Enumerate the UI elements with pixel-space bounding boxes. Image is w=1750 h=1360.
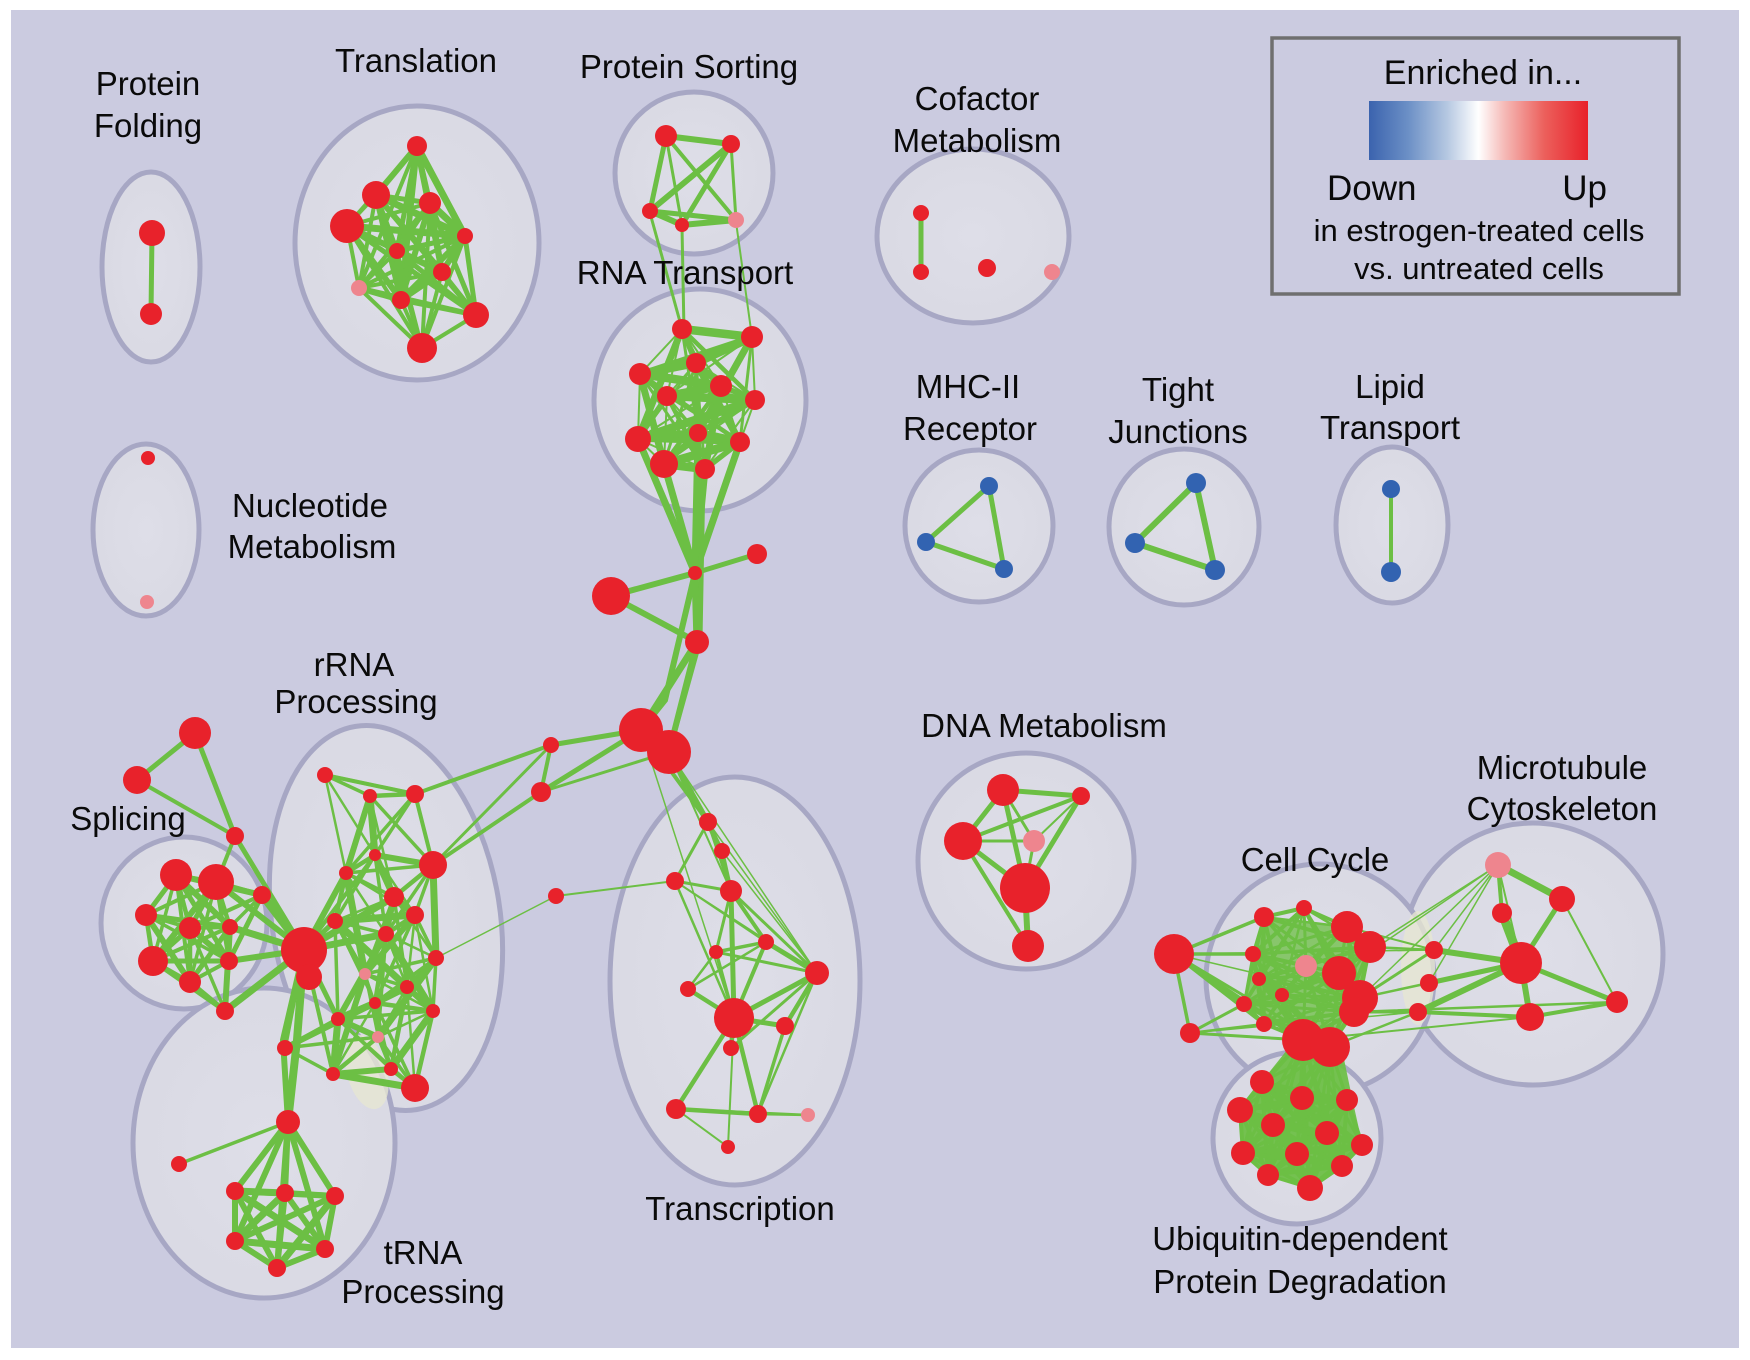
svg-text:Protein: Protein (96, 65, 201, 102)
svg-text:tRNA: tRNA (384, 1234, 463, 1271)
svg-text:in estrogen-treated cells: in estrogen-treated cells (1314, 213, 1645, 248)
svg-text:Tight: Tight (1142, 371, 1214, 408)
svg-text:Enriched in...: Enriched in... (1384, 54, 1582, 92)
svg-text:Junctions: Junctions (1108, 413, 1247, 450)
svg-text:Transport: Transport (1320, 409, 1460, 446)
svg-text:Protein Sorting: Protein Sorting (580, 48, 798, 85)
svg-text:Folding: Folding (94, 107, 202, 144)
svg-text:Protein Degradation: Protein Degradation (1153, 1263, 1447, 1300)
svg-text:vs. untreated cells: vs. untreated cells (1354, 251, 1604, 286)
svg-text:Translation: Translation (335, 42, 497, 79)
svg-text:RNA Transport: RNA Transport (577, 254, 793, 291)
svg-text:Microtubule: Microtubule (1477, 749, 1648, 786)
svg-text:Processing: Processing (274, 683, 437, 720)
svg-text:rRNA: rRNA (314, 646, 395, 683)
svg-text:Cofactor: Cofactor (915, 80, 1040, 117)
svg-text:Cytoskeleton: Cytoskeleton (1467, 790, 1658, 827)
svg-text:Processing: Processing (341, 1273, 504, 1310)
svg-text:Cell Cycle: Cell Cycle (1241, 841, 1390, 878)
svg-text:Metabolism: Metabolism (893, 122, 1062, 159)
svg-text:Lipid: Lipid (1355, 368, 1425, 405)
svg-text:Transcription: Transcription (645, 1190, 835, 1227)
svg-text:Ubiquitin-dependent: Ubiquitin-dependent (1152, 1220, 1447, 1257)
svg-text:Nucleotide: Nucleotide (232, 487, 388, 524)
svg-text:Down: Down (1327, 169, 1416, 208)
svg-text:Splicing: Splicing (70, 800, 186, 837)
svg-text:Receptor: Receptor (903, 410, 1037, 447)
svg-text:Up: Up (1562, 169, 1607, 208)
svg-text:DNA Metabolism: DNA Metabolism (921, 707, 1167, 744)
svg-text:Metabolism: Metabolism (228, 528, 397, 565)
svg-text:MHC-II: MHC-II (916, 368, 1020, 405)
